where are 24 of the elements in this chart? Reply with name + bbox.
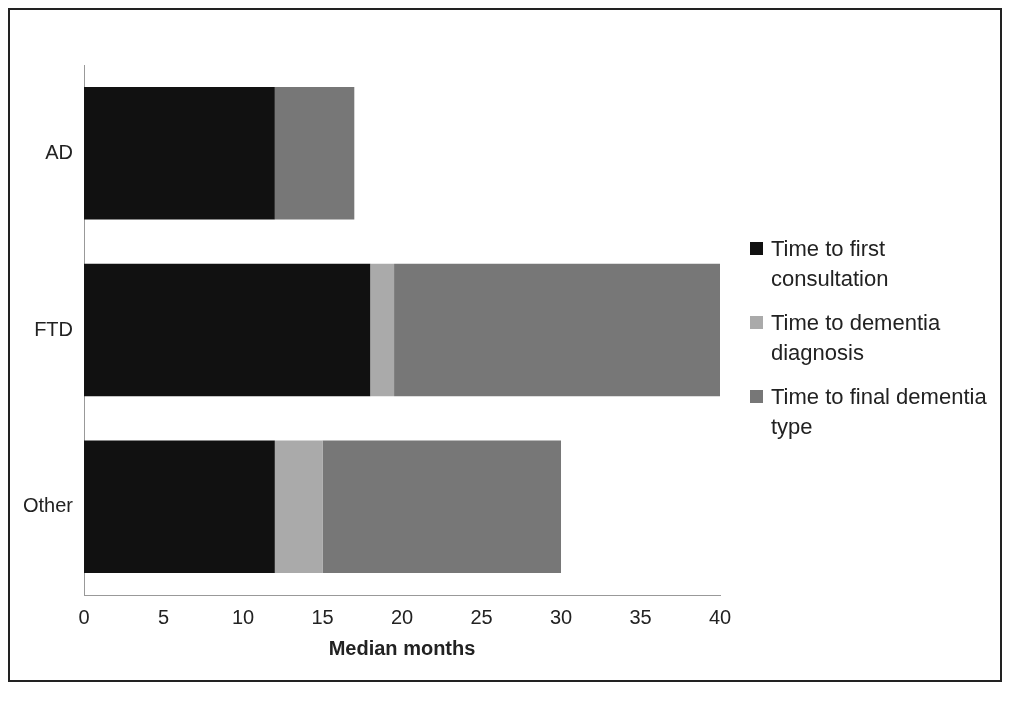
y-tick-label: FTD	[34, 317, 74, 340]
x-axis-title: Median months	[328, 636, 476, 659]
x-tick-label: 35	[629, 605, 652, 628]
bar	[274, 440, 323, 573]
x-tick-label: 5	[157, 605, 170, 628]
bar	[84, 263, 371, 397]
y-tick-label: Other	[22, 494, 74, 517]
bar	[84, 87, 275, 220]
legend-label: Time to final dementia type	[771, 383, 988, 441]
legend-label: Time to first consultation	[771, 235, 890, 293]
legend-label: Time to dementia diagnosis	[771, 309, 942, 367]
bar	[370, 263, 395, 397]
x-tick-label: 15	[311, 605, 334, 628]
x-tick-label: 0	[78, 605, 90, 628]
bar	[84, 440, 275, 573]
x-tick-label: 30	[549, 605, 573, 628]
x-tick-label: 40	[708, 605, 732, 628]
x-tick-label: 10	[231, 605, 255, 628]
x-tick-label: 25	[470, 605, 493, 628]
bar	[274, 87, 355, 220]
y-tick-label: AD	[45, 140, 74, 163]
x-tick-label: 20	[390, 605, 414, 628]
bar	[322, 440, 562, 573]
bar	[394, 263, 720, 397]
